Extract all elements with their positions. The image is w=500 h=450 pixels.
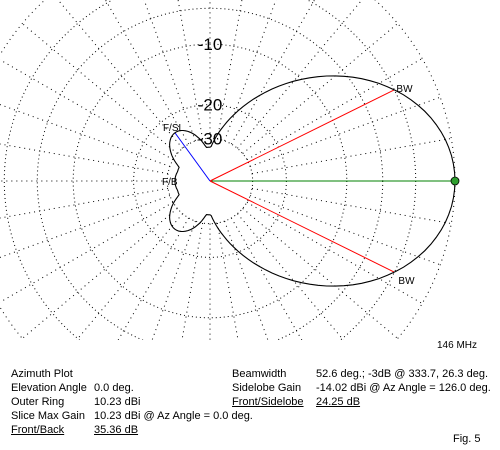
grid-spoke — [143, 0, 196, 142]
bw-lower-label: BW — [398, 276, 415, 287]
polar-grid — [0, 0, 456, 340]
grid-spoke — [251, 187, 452, 225]
info-key-sidelobe-gain: Sidelobe Gain — [232, 382, 302, 394]
info-value-front-sidelobe: 24.25 dB — [316, 396, 361, 408]
max-gain-marker — [450, 176, 460, 186]
grid-spoke — [0, 195, 171, 258]
info-key-front-back: Front/Back — [11, 424, 65, 436]
grid-spoke — [216, 222, 239, 340]
grid-spoke — [237, 213, 345, 340]
fb-label: F/B — [162, 177, 178, 188]
grid-spoke — [251, 137, 452, 175]
grid-spoke — [224, 0, 277, 142]
grid-spoke — [246, 201, 423, 304]
info-key-plot-type: Azimuth Plot — [11, 368, 73, 380]
grid-spoke — [249, 195, 441, 266]
info-key-front-sidelobe: Front/Sidelobe — [232, 396, 304, 408]
grid-spoke — [230, 0, 316, 145]
info-key-max-gain: Slice Max Gain — [11, 410, 85, 422]
info-key-outer-ring: Outer Ring — [11, 396, 65, 408]
grid-spoke — [0, 59, 174, 161]
grid-spoke — [75, 213, 183, 340]
grid-spoke — [249, 96, 441, 167]
fsl-label: F/SL — [163, 123, 185, 134]
info-value-outer-ring: 10.23 dBi — [94, 396, 141, 408]
grid-spoke — [0, 104, 171, 167]
grid-spoke — [0, 143, 169, 175]
grid-spoke — [237, 0, 363, 149]
grid-spoke — [21, 23, 178, 154]
bw-upper-label: BW — [396, 84, 413, 95]
beamwidth-line-upper — [209, 89, 395, 182]
reference-lines — [174, 89, 455, 273]
frequency-label: 146 MHz — [437, 340, 478, 351]
grid-spoke — [242, 23, 399, 154]
ring-labels: -10-20-30 — [198, 35, 223, 148]
grid-spoke — [216, 0, 243, 140]
grid-spoke — [230, 217, 303, 340]
ring-label-20: -20 — [198, 96, 223, 115]
grid-spoke — [117, 217, 190, 340]
radiation-pattern-curve — [169, 75, 456, 287]
grid-spoke — [0, 201, 174, 303]
grid-ring — [0, 0, 456, 340]
info-key-elevation: Elevation Angle — [11, 382, 87, 394]
figure-label: Fig. 5 — [453, 433, 481, 445]
grid-spoke — [246, 58, 423, 161]
info-value-front-back: 35.36 dB — [94, 424, 139, 436]
beamwidth-line-lower — [209, 180, 395, 273]
sidelobe-line — [174, 132, 211, 182]
grid-spoke — [177, 0, 204, 140]
grid-spoke — [242, 208, 399, 339]
info-value-sidelobe-gain: -14.02 dBi @ Az Angle = 126.0 deg. — [316, 382, 491, 394]
info-value-max-gain: 10.23 dBi @ Az Angle = 0.0 deg. — [94, 410, 253, 422]
info-key-beamwidth: Beamwidth — [232, 368, 287, 380]
info-value-elevation: 0.0 deg. — [94, 382, 134, 394]
grid-spoke — [21, 208, 178, 339]
ring-label-10: -10 — [198, 35, 223, 54]
marker-labels: BW BW F/SL F/B — [162, 84, 415, 287]
grid-spoke — [181, 222, 204, 340]
info-value-beamwidth: 52.6 deg.; -3dB @ 333.7, 26.3 deg. — [316, 368, 489, 380]
